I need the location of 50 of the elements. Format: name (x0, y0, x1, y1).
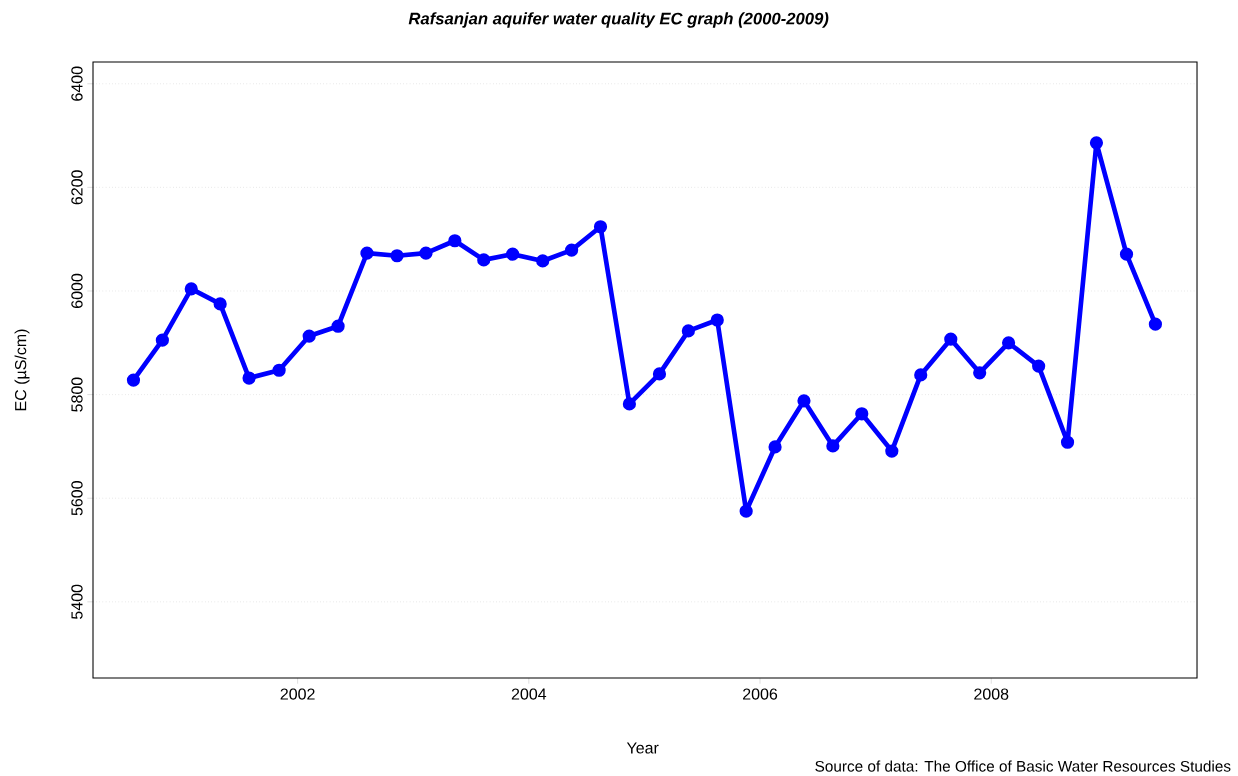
point (1001, 336, 1016, 350)
point (710, 313, 724, 327)
point (564, 243, 579, 257)
y-tick-label: 5600 (71, 481, 83, 516)
point (739, 504, 753, 518)
point (1089, 136, 1104, 150)
point (885, 444, 899, 458)
point (973, 366, 987, 380)
x-tick-label: 2008 (974, 688, 1009, 700)
point (768, 440, 782, 454)
x-axis-title: Year (626, 742, 659, 754)
point (1060, 435, 1075, 449)
point (272, 363, 286, 377)
point (797, 394, 811, 408)
point (242, 371, 256, 385)
point (652, 367, 667, 381)
point (390, 249, 404, 263)
y-tick-label: 6200 (71, 170, 83, 205)
point (302, 329, 316, 343)
y-tick-label: 6000 (71, 273, 83, 308)
point (914, 368, 928, 382)
point (126, 373, 141, 387)
point (855, 407, 869, 421)
point (419, 246, 433, 260)
point (593, 220, 608, 234)
point (1119, 247, 1134, 261)
point (826, 439, 840, 453)
y-axis-title: EC (µS/cm) (14, 329, 30, 411)
x-tick-label: 2004 (511, 688, 547, 700)
y-tick-label: 6400 (71, 66, 83, 101)
point (213, 297, 227, 311)
point (506, 247, 520, 261)
x-tick-label: 2002 (280, 688, 315, 700)
point (1032, 359, 1046, 373)
y-tick-label: 5400 (71, 584, 83, 619)
point (622, 397, 637, 411)
point (681, 324, 695, 338)
point (944, 332, 958, 346)
point (1148, 317, 1163, 331)
point (331, 319, 345, 333)
point (360, 246, 374, 260)
point (536, 254, 550, 268)
point (155, 333, 169, 347)
source-note: Source of data: The Office of Basic Water Resources Studies (815, 760, 1231, 772)
point (184, 282, 198, 296)
y-tick-label: 5800 (71, 377, 83, 412)
point (477, 253, 491, 267)
x-tick-label: 2006 (743, 688, 778, 700)
point (448, 234, 462, 248)
chart-title: Rafsanjan aquifer water quality EC graph (2000-2009) (408, 12, 829, 28)
